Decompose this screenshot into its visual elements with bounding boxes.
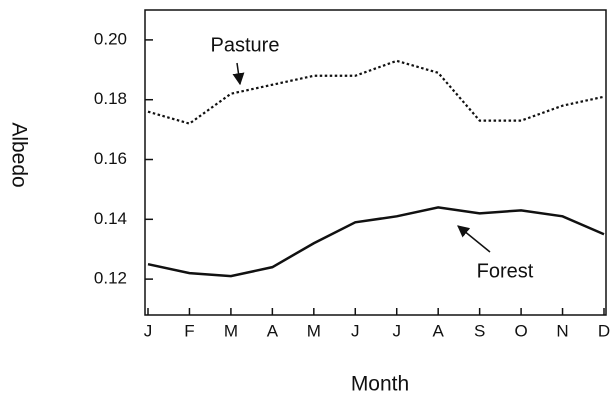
x-tick-label: J [351,321,360,340]
x-tick-label: M [307,321,321,340]
y-tick-label: 0.18 [94,89,127,108]
y-tick-label: 0.14 [94,209,127,228]
plot-frame [144,9,607,316]
y-axis-title: Albedo [7,122,30,187]
y-tick-label: 0.20 [94,29,127,48]
y-tick-label: 0.12 [94,269,127,288]
y-tick-label: 0.16 [94,149,127,168]
x-tick-label: O [514,321,527,340]
x-tick-label: J [392,321,401,340]
series-line [147,206,605,278]
x-tick-label: M [224,321,238,340]
pasture-arrow [232,62,245,86]
series-label: Pasture [211,34,280,56]
x-axis-title: Month [351,373,409,396]
forest-arrow [457,225,491,253]
x-tick-label: J [144,321,153,340]
x-tick-label: A [433,321,445,340]
x-tick-label: F [184,321,194,340]
x-tick-label: N [556,321,568,340]
x-tick-label: D [598,321,610,340]
x-tick-label: A [267,321,279,340]
series-label: Forest [477,260,534,282]
series-line [147,59,605,125]
x-tick-label: S [474,321,485,340]
